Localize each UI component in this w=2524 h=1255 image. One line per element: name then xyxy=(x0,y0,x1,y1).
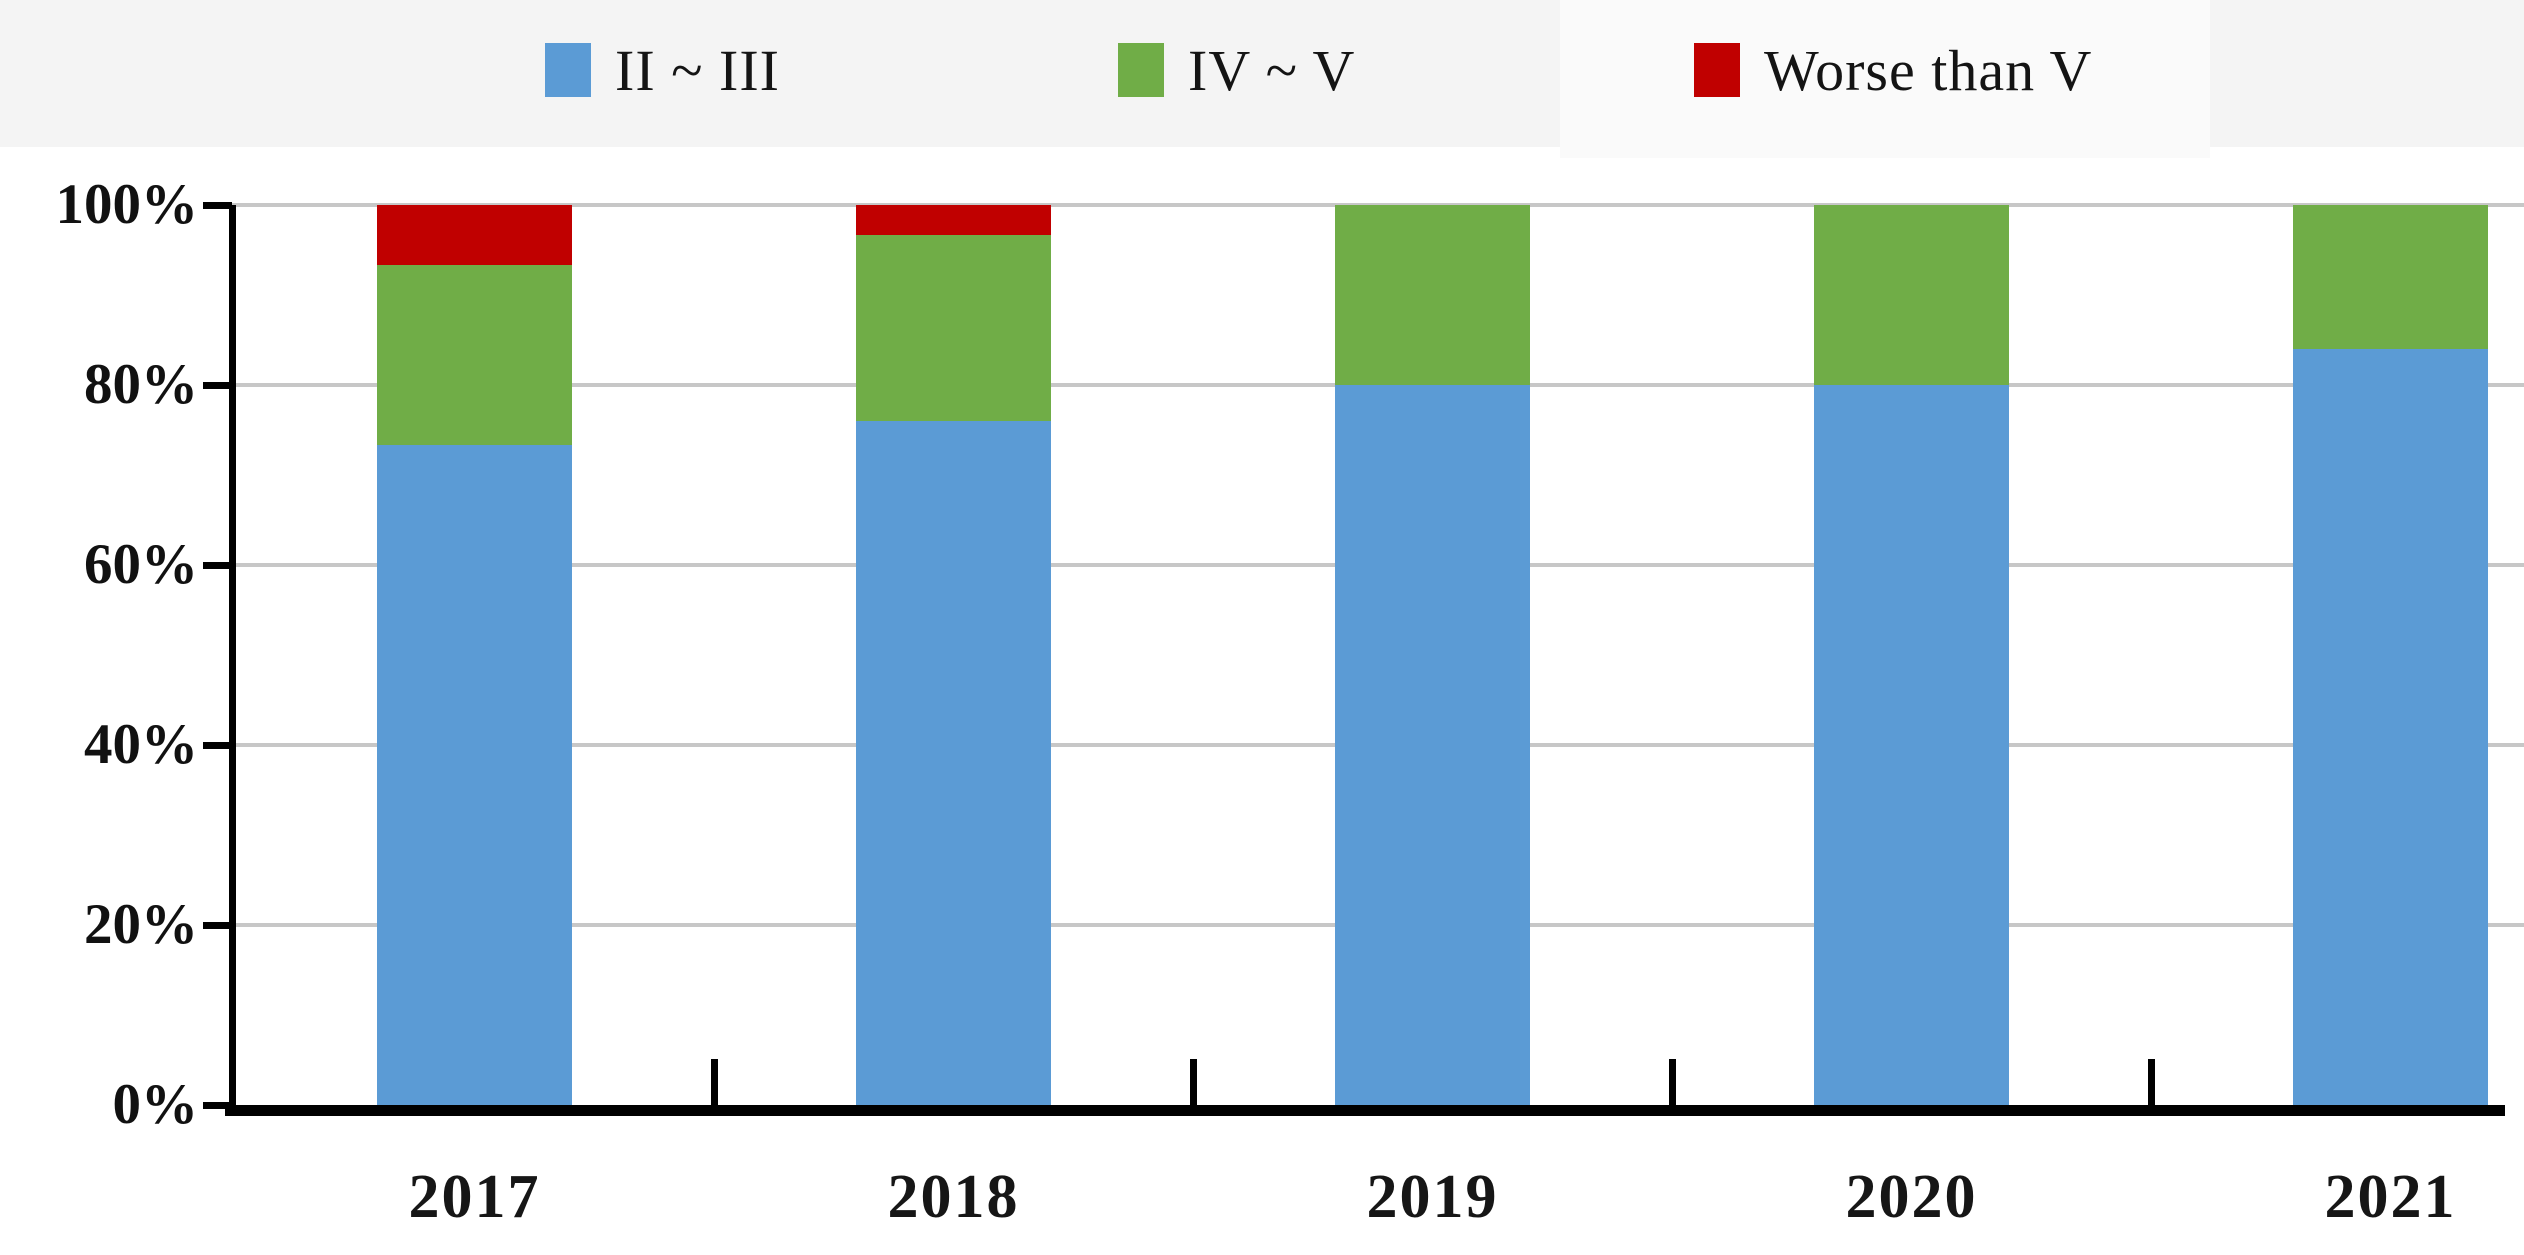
legend-item-class2-3: II ~ III xyxy=(545,16,780,124)
y-tick-mark-0 xyxy=(203,1102,232,1109)
bar-segment-2018 xyxy=(856,205,1051,235)
bar-segment-2019 xyxy=(1335,205,1530,385)
legend-swatch-green xyxy=(1118,43,1164,97)
bar-segment-2017 xyxy=(377,205,572,266)
y-tick-mark-80 xyxy=(203,382,232,389)
y-tick-label-0: 0% xyxy=(112,1073,199,1136)
y-tick-mark-40 xyxy=(203,742,232,749)
x-tick-mark-4 xyxy=(2148,1059,2155,1105)
y-axis-line xyxy=(229,205,236,1108)
y-tick-label-80: 80% xyxy=(84,353,198,416)
bar-segment-2020 xyxy=(1814,205,2009,385)
legend-band: II ~ III IV ~ V Worse than V xyxy=(0,0,2524,158)
bar-segment-2017 xyxy=(377,445,572,1105)
bar-segment-2021 xyxy=(2293,205,2488,349)
x-category-label-2020: 2020 xyxy=(1845,1163,1978,1231)
x-tick-mark-1 xyxy=(711,1059,718,1105)
bar-segment-2018 xyxy=(856,234,1051,421)
y-tick-label-40: 40% xyxy=(84,713,198,776)
bar-segment-2018 xyxy=(856,421,1051,1105)
x-category-label-2021: 2021 xyxy=(2324,1163,2457,1231)
legend-label: IV ~ V xyxy=(1188,37,1356,103)
x-category-label-2017: 2017 xyxy=(408,1163,541,1231)
x-category-label-2018: 2018 xyxy=(887,1163,1020,1231)
y-tick-mark-60 xyxy=(203,562,232,569)
legend-label: Worse than V xyxy=(1764,37,2093,103)
legend-label: II ~ III xyxy=(615,37,780,103)
x-tick-mark-2 xyxy=(1190,1059,1197,1105)
legend-swatch-red xyxy=(1694,43,1740,97)
y-tick-mark-20 xyxy=(203,922,232,929)
bar-segment-2020 xyxy=(1814,385,2009,1105)
legend-swatch-blue xyxy=(545,43,591,97)
y-tick-label-20: 20% xyxy=(84,893,198,956)
x-axis-line xyxy=(225,1105,2505,1116)
bar-segment-2017 xyxy=(377,265,572,446)
x-category-label-2019: 2019 xyxy=(1366,1163,1499,1231)
legend-item-class4-5: IV ~ V xyxy=(1118,16,1355,124)
y-tick-label-100: 100% xyxy=(55,173,199,236)
bar-segment-2019 xyxy=(1335,385,1530,1105)
y-tick-label-60: 60% xyxy=(84,533,198,596)
bar-segment-2021 xyxy=(2293,349,2488,1105)
legend-item-worse-than-5: Worse than V xyxy=(1694,16,2092,124)
legend-highlight-patch xyxy=(1560,0,2210,158)
y-tick-mark-100 xyxy=(203,202,232,209)
x-tick-mark-3 xyxy=(1669,1059,1676,1105)
